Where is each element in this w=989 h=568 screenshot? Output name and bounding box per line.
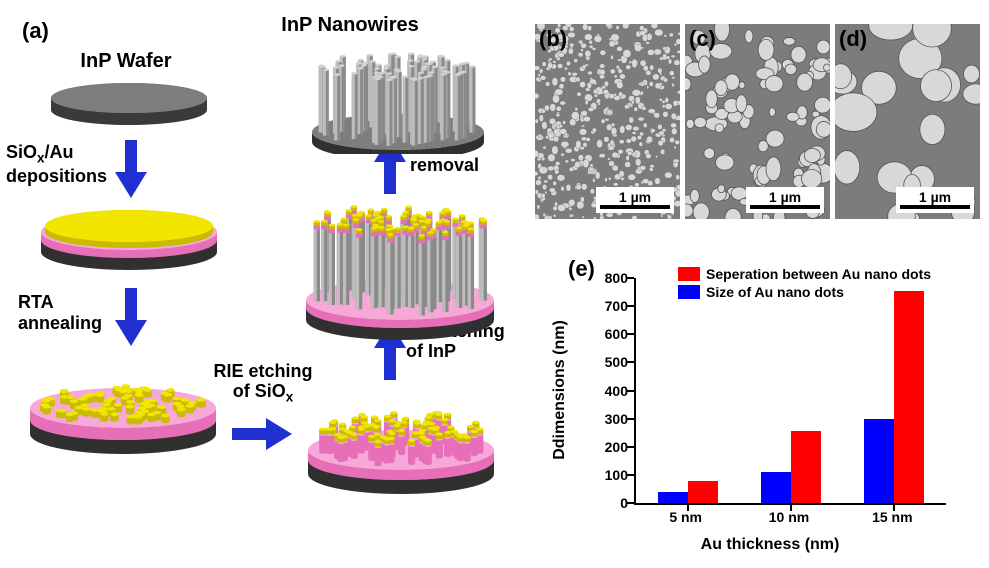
bar xyxy=(894,291,924,503)
scalebar-d-text: 1 µm xyxy=(900,189,970,205)
wafer-stage-2 xyxy=(34,200,224,272)
scalebar-b-text: 1 µm xyxy=(600,189,670,205)
step-deposition: SiOx/Au depositions xyxy=(6,142,116,187)
panel-label-c: (c) xyxy=(689,26,716,52)
chart-legend: Seperation between Au nano dots Size of … xyxy=(678,266,931,302)
bar xyxy=(761,472,791,503)
scalebar-d: 1 µm xyxy=(896,187,974,213)
legend-row-0: Seperation between Au nano dots xyxy=(678,266,931,282)
bar xyxy=(658,492,688,503)
legend-swatch-1 xyxy=(678,285,700,299)
figure-root: (a) InP Wafer InP Nanowires SiOx/Au depo… xyxy=(0,0,989,568)
chart-plot-area: 0100200300400500600700800 xyxy=(634,278,946,505)
chart-ylabel: Ddimensions (nm) xyxy=(551,320,569,460)
bar xyxy=(688,481,718,504)
scalebar-b: 1 µm xyxy=(596,187,674,213)
dep-line1a: SiO xyxy=(6,142,37,162)
bar xyxy=(791,431,821,503)
sem-panel-d: (d) 1 µm xyxy=(835,24,980,219)
legend-text-0: Seperation between Au nano dots xyxy=(706,266,931,282)
step-rta: RTA annealing xyxy=(18,292,113,333)
arrow-rta xyxy=(115,288,147,346)
scalebar-d-line xyxy=(900,205,970,209)
legend-text-1: Size of Au nano dots xyxy=(706,284,844,300)
legend-row-1: Size of Au nano dots xyxy=(678,284,931,300)
panel-label-d: (d) xyxy=(839,26,867,52)
panel-label-a: (a) xyxy=(22,18,49,44)
rta-line1: RTA xyxy=(18,292,54,312)
wafer-stage-6 xyxy=(298,34,498,154)
rie-sub: x xyxy=(286,389,294,404)
dep-line1b: /Au xyxy=(45,142,74,162)
rta-line2: annealing xyxy=(18,313,102,333)
legend-swatch-0 xyxy=(678,267,700,281)
arrow-rie xyxy=(232,418,292,450)
arrow-deposition xyxy=(115,140,147,198)
dep-line2: depositions xyxy=(6,166,107,186)
bar xyxy=(864,419,894,503)
chart-e: (e) Ddimensions (nm) 0100200300400500600… xyxy=(560,260,980,560)
panel-label-b: (b) xyxy=(539,26,567,52)
sem-panel-c: (c) 1 µm xyxy=(685,24,830,219)
sem-panel-b: (b) 1 µm xyxy=(535,24,680,219)
flow-title-wafer: InP Wafer xyxy=(56,50,196,72)
wafer-stage-3 xyxy=(18,350,228,460)
chart-xlabel: Au thickness (nm) xyxy=(560,536,980,554)
wafer-stage-4 xyxy=(296,378,506,498)
dep-sub: x xyxy=(37,151,45,166)
rie-line2a: of SiO xyxy=(233,381,286,401)
scalebar-c-text: 1 µm xyxy=(750,189,820,205)
scalebar-c-line xyxy=(750,205,820,209)
wafer-stage-5 xyxy=(292,190,508,340)
icp-line2: of InP xyxy=(406,341,456,361)
wafer-stage-1 xyxy=(44,78,214,133)
mask-line2: removal xyxy=(410,155,479,175)
scalebar-b-line xyxy=(600,205,670,209)
scalebar-c: 1 µm xyxy=(746,187,824,213)
flow-title-nanowires: InP Nanowires xyxy=(260,14,440,36)
